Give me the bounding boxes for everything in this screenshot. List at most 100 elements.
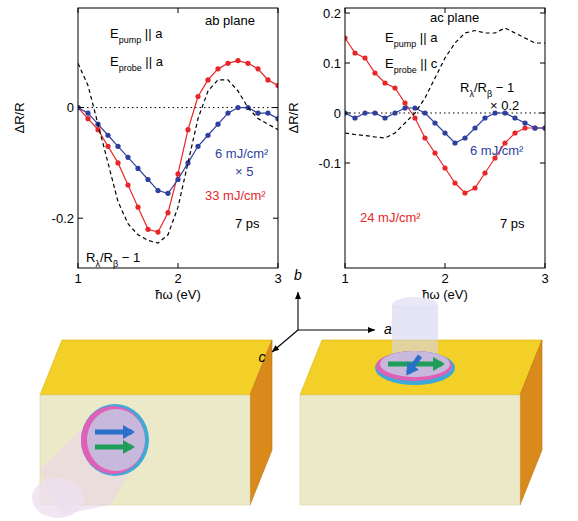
marker bbox=[382, 80, 387, 85]
annotation-text: R bbox=[86, 250, 95, 265]
annotation-text: || c bbox=[417, 56, 438, 71]
annotation: ab plane bbox=[205, 13, 255, 28]
annotation-text: − 1 bbox=[492, 80, 514, 95]
marker bbox=[422, 135, 427, 140]
beam-end bbox=[392, 297, 438, 313]
marker bbox=[165, 210, 170, 215]
marker bbox=[442, 130, 447, 135]
axis-label: a bbox=[384, 321, 392, 337]
y-tick bbox=[345, 63, 350, 64]
spot-ring bbox=[375, 351, 455, 385]
annotation-text: || a bbox=[416, 30, 438, 45]
y-tick-label: 0 bbox=[67, 100, 74, 115]
y-tick-label: -0.2 bbox=[52, 211, 74, 226]
annotation-text: ac plane bbox=[430, 10, 479, 25]
marker bbox=[392, 85, 397, 90]
marker bbox=[175, 177, 180, 182]
y-tick bbox=[540, 163, 545, 164]
annotation: × 5 bbox=[235, 164, 253, 179]
crystal-side bbox=[250, 340, 272, 505]
marker bbox=[382, 115, 387, 120]
annotation-sub: probe bbox=[394, 65, 417, 75]
axis-arrow bbox=[298, 329, 375, 330]
annotation-sub: pump bbox=[394, 39, 417, 49]
crystal-front bbox=[300, 395, 520, 505]
marker bbox=[412, 115, 417, 120]
probe-polarization-head bbox=[406, 362, 419, 376]
frame bbox=[78, 8, 278, 268]
x-tick bbox=[545, 263, 546, 268]
figure: 123-0.20ħω (eV)ΔR/REpump || aEprobe || a… bbox=[0, 0, 578, 521]
annotation-text: E bbox=[385, 56, 394, 71]
marker bbox=[145, 227, 150, 232]
x-tick-label: 1 bbox=[341, 271, 348, 286]
annotation: 7 ps bbox=[500, 216, 525, 231]
marker bbox=[135, 205, 140, 210]
y-tick-label: 0.1 bbox=[323, 56, 341, 71]
marker bbox=[225, 111, 230, 116]
y-tick bbox=[273, 107, 278, 108]
y-axis-title: ΔR/R bbox=[12, 102, 27, 133]
marker bbox=[432, 150, 437, 155]
marker bbox=[85, 111, 90, 116]
marker bbox=[145, 177, 150, 182]
marker bbox=[205, 133, 210, 138]
marker bbox=[165, 191, 170, 196]
annotation-text: × 0.2 bbox=[490, 98, 519, 113]
marker bbox=[265, 77, 270, 82]
marker bbox=[412, 105, 417, 110]
plot-area bbox=[78, 58, 278, 243]
marker bbox=[462, 135, 467, 140]
marker bbox=[472, 125, 477, 130]
annotation: Rλ/Rβ − 1 bbox=[86, 250, 140, 269]
annotation-text: 33 mJ/cm² bbox=[205, 188, 266, 203]
marker bbox=[195, 94, 200, 99]
spot bbox=[380, 351, 450, 377]
annotation-text: || a bbox=[142, 54, 164, 69]
marker bbox=[442, 165, 447, 170]
marker bbox=[512, 115, 517, 120]
marker bbox=[402, 100, 407, 105]
crystal-side bbox=[520, 340, 542, 505]
x-tick-label: 2 bbox=[174, 271, 181, 286]
marker bbox=[265, 111, 270, 116]
y-tick bbox=[345, 113, 350, 114]
annotation: 7 ps bbox=[235, 216, 260, 231]
annotation-text: 7 ps bbox=[500, 216, 525, 231]
marker bbox=[235, 58, 240, 63]
marker bbox=[372, 70, 377, 75]
marker bbox=[255, 111, 260, 116]
marker bbox=[352, 115, 357, 120]
marker bbox=[452, 140, 457, 145]
x-tick-label: 1 bbox=[74, 271, 81, 286]
marker bbox=[362, 55, 367, 60]
annotation-text: || a bbox=[141, 26, 163, 41]
series-line bbox=[78, 63, 278, 243]
panel: 123-0.20ħω (eV)ΔR/REpump || aEprobe || a… bbox=[12, 8, 282, 302]
marker bbox=[105, 133, 110, 138]
marker bbox=[482, 115, 487, 120]
marker bbox=[85, 116, 90, 121]
annotation: 6 mJ/cm² bbox=[470, 143, 524, 158]
annotation-text: ab plane bbox=[205, 13, 255, 28]
annotation: ac plane bbox=[430, 10, 479, 25]
beam-end bbox=[32, 478, 84, 518]
axis-arrow-head bbox=[295, 292, 301, 299]
x-tick bbox=[178, 8, 179, 13]
axis-label: b bbox=[294, 267, 302, 283]
marker bbox=[522, 120, 527, 125]
y-tick-label: -0.1 bbox=[319, 156, 341, 171]
marker bbox=[482, 170, 487, 175]
spot-ring bbox=[81, 404, 149, 476]
y-tick bbox=[540, 63, 545, 64]
marker bbox=[422, 110, 427, 115]
marker bbox=[135, 166, 140, 171]
x-tick bbox=[178, 263, 179, 268]
annotation-text: E bbox=[110, 26, 119, 41]
y-tick bbox=[540, 13, 545, 14]
annotation: × 0.2 bbox=[490, 98, 519, 113]
annotation: Epump || a bbox=[110, 26, 163, 45]
marker bbox=[235, 105, 240, 110]
x-tick bbox=[278, 263, 279, 268]
x-tick bbox=[78, 263, 79, 268]
